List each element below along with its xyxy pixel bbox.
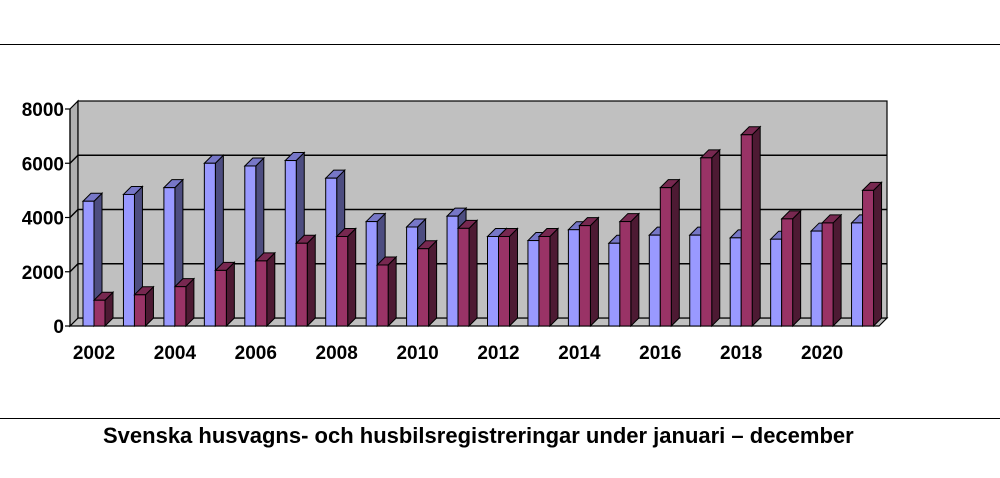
x-tick-label: 2012 xyxy=(477,343,519,364)
bars xyxy=(81,125,883,328)
top-rule xyxy=(0,44,1000,45)
gridline xyxy=(69,208,887,218)
bar-husbilar-2019 xyxy=(780,209,802,328)
x-tick-label: 2010 xyxy=(396,343,438,364)
y-axis: 0 2000 4000 6000 8000 xyxy=(22,100,71,338)
bar-husbilar-2004 xyxy=(173,277,196,328)
x-tick-label: 2016 xyxy=(639,343,681,364)
bar-husbilar-2003 xyxy=(133,285,155,328)
bar-husbilar-2010 xyxy=(416,239,438,328)
bar-husbilar-2021 xyxy=(861,181,883,328)
bar-husbilar-2006 xyxy=(254,251,277,328)
x-axis: 2002 2004 2006 2008 2010 2012 2014 2016 2018 2020 xyxy=(73,343,843,364)
bar-husbilar-2002 xyxy=(92,291,115,328)
bar-husbilar-2018 xyxy=(739,125,762,328)
y-tick-label: 0 xyxy=(53,317,64,338)
chart-title: Svenska husvagns- och husbilsregistrerin… xyxy=(103,423,854,448)
x-tick-label: 2004 xyxy=(154,343,197,364)
bar-husbilar-2008 xyxy=(335,227,357,328)
bar-husbilar-2005 xyxy=(214,261,236,328)
bottom-rule xyxy=(0,418,1000,419)
y-tick-label: 8000 xyxy=(22,100,64,121)
y-tick-label: 6000 xyxy=(22,154,64,175)
bar-husvagnar-2002 xyxy=(81,192,104,328)
y-tick-label: 4000 xyxy=(22,209,64,230)
bar-husbilar-2017 xyxy=(699,148,721,328)
x-tick-label: 2014 xyxy=(558,343,601,364)
bar-husbilar-2016 xyxy=(659,178,681,328)
x-tick-label: 2002 xyxy=(73,343,115,364)
y-tick-label: 2000 xyxy=(22,263,64,284)
x-tick-label: 2008 xyxy=(316,343,358,364)
x-tick-label: 2006 xyxy=(235,343,277,364)
bar-husbilar-2011 xyxy=(456,219,479,328)
bar-husbilar-2012 xyxy=(497,227,519,328)
bar-husbilar-2014 xyxy=(578,216,600,328)
x-tick-label: 2018 xyxy=(720,343,762,364)
bar-husbilar-2009 xyxy=(375,255,398,328)
bar-husbilar-2013 xyxy=(537,227,560,328)
gridline xyxy=(69,154,887,164)
bar-husbilar-2020 xyxy=(820,213,843,328)
bar-husbilar-2015 xyxy=(618,212,641,328)
x-tick-label: 2020 xyxy=(801,343,843,364)
bar-husbilar-2007 xyxy=(295,234,317,328)
